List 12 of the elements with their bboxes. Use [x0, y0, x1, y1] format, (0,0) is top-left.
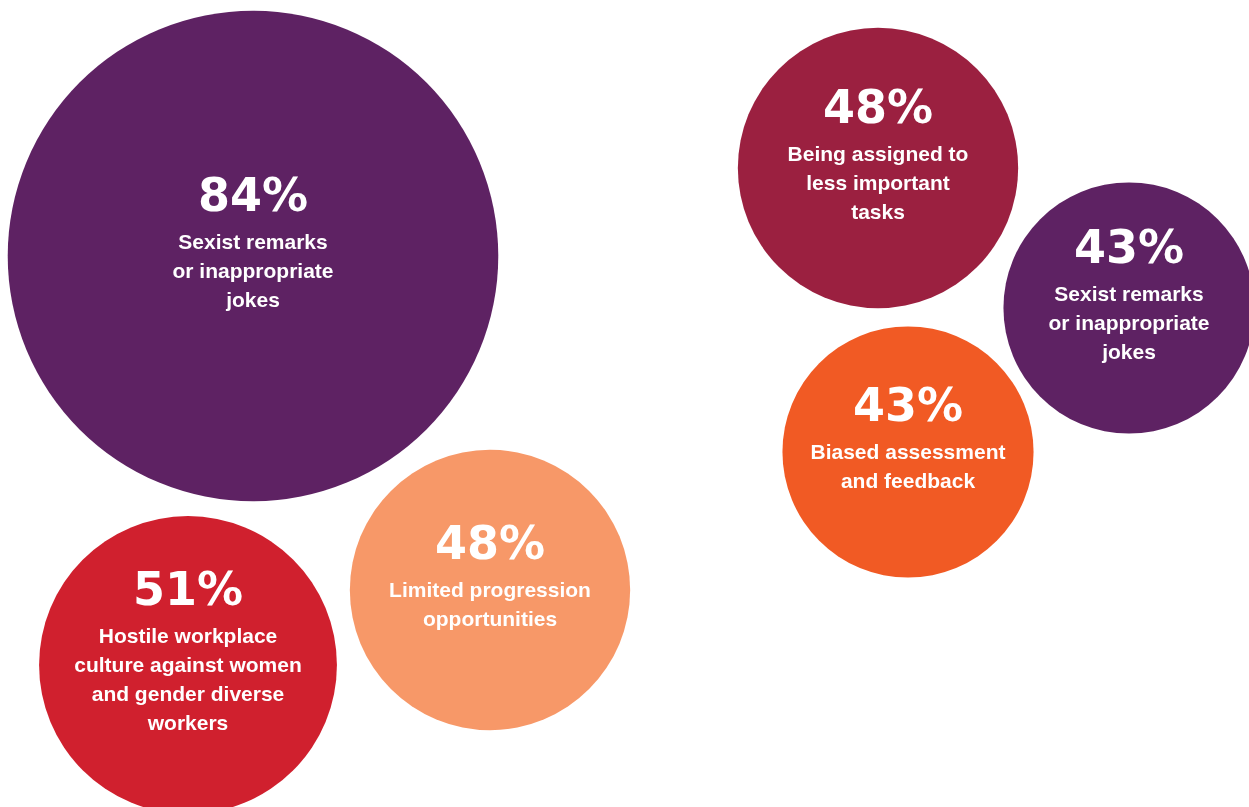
data-label: 48%	[822, 79, 934, 134]
category-label: Limited progression opportunities	[389, 578, 591, 630]
data-label: 51%	[132, 562, 244, 616]
data-label: 84%	[197, 167, 309, 222]
category-label: Biased assessment and feedback	[810, 440, 1006, 492]
data-label: 43%	[852, 378, 964, 432]
category-label: Sexist remarks or inappropriate jokes	[1048, 281, 1210, 363]
data-label: 43%	[1073, 219, 1185, 274]
category-label: Hostile workplace culture against women and gender diverse workers	[74, 624, 302, 734]
data-label: 48%	[434, 516, 546, 570]
category-label: Sexist remarks or inappropriate jokes	[172, 229, 334, 311]
category-label: Being assigned to less important tasks	[787, 141, 969, 223]
